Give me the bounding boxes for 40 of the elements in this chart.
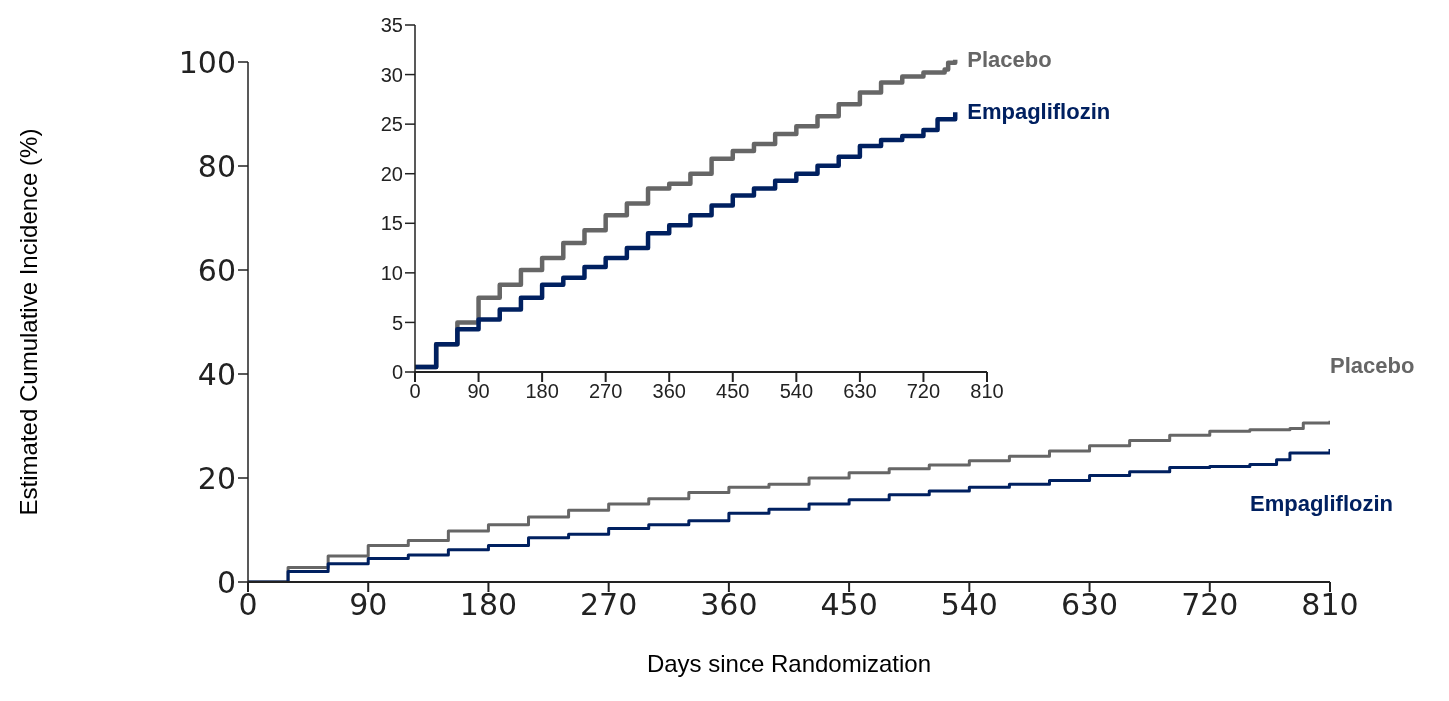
x-tick-label: 630: [843, 380, 877, 403]
x-tick-label: 180: [459, 587, 518, 623]
y-tick-label: 0: [216, 564, 236, 600]
x-tick-label: 450: [716, 380, 750, 403]
x-tick-label: 90: [349, 587, 388, 623]
x-tick-label: 360: [700, 587, 758, 623]
x-tick-label: 180: [525, 380, 559, 403]
y-tick-label: 20: [197, 460, 236, 496]
x-axis-title: Days since Randomization: [646, 650, 932, 677]
y-tick-label: 5: [391, 311, 403, 334]
y-tick-label: 35: [380, 14, 403, 37]
series-label: Empagliflozin: [967, 99, 1111, 125]
y-tick-label: 60: [197, 252, 236, 288]
y-tick-label: 20: [380, 162, 403, 185]
x-tick-label: 0: [409, 380, 421, 403]
series-label: Empagliflozin: [1250, 490, 1393, 516]
y-tick-label: 100: [178, 44, 236, 80]
x-tick-label: 810: [970, 380, 1004, 403]
x-tick-label: 540: [779, 380, 814, 403]
x-tick-label: 90: [467, 380, 490, 403]
x-tick-label: 0: [238, 587, 258, 623]
x-tick-label: 270: [588, 380, 623, 403]
y-tick-label: 80: [197, 148, 236, 184]
y-tick-label: 0: [391, 361, 403, 384]
y-tick-label: 10: [380, 261, 403, 284]
y-axis-title: Estimated Cumulative Incidence (%): [14, 128, 42, 516]
x-tick-label: 810: [1301, 587, 1359, 623]
y-tick-label: 15: [380, 212, 403, 235]
x-tick-label: 720: [906, 380, 941, 403]
y-tick-label: 25: [380, 113, 403, 136]
y-tick-label: 30: [380, 63, 403, 86]
y-tick-label: 40: [197, 356, 236, 392]
x-tick-label: 450: [820, 587, 878, 623]
series-label: Placebo: [1330, 352, 1415, 378]
x-tick-label: 360: [652, 380, 686, 403]
series-label: Placebo: [967, 46, 1052, 72]
x-tick-label: 720: [1181, 587, 1239, 623]
x-tick-label: 630: [1060, 587, 1119, 623]
x-tick-label: 270: [580, 587, 638, 623]
x-tick-label: 540: [940, 587, 998, 623]
